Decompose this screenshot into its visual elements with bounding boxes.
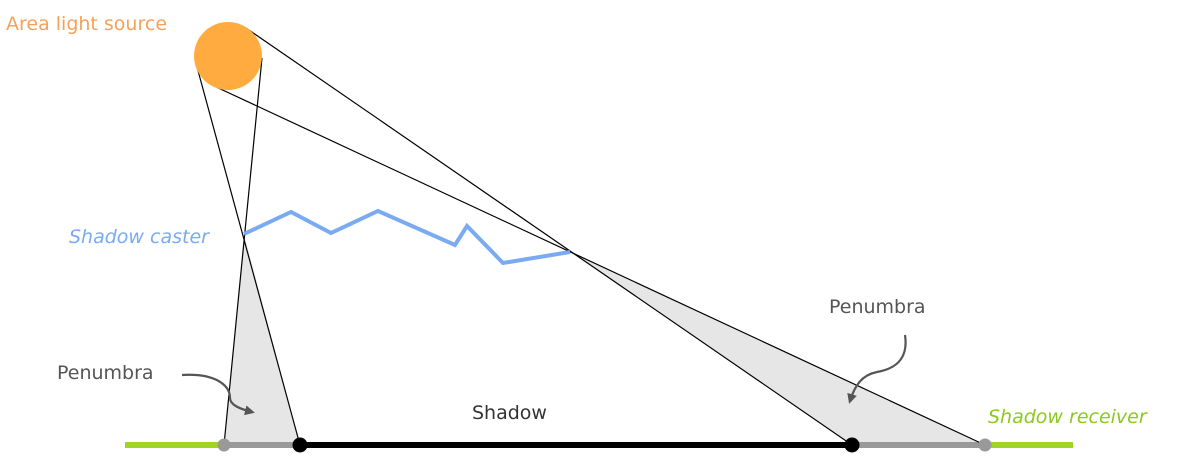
light-source-label: Area light source [6,13,167,35]
umbra-start-dot [292,437,308,453]
area-light-source [194,22,262,90]
shadow-caster [243,208,571,266]
penumbra-left-start-dot [217,438,231,452]
umbra-end-dot [844,437,860,453]
penumbra-left-arrow [181,373,255,416]
penumbra-left-label: Penumbra [57,362,154,384]
light-rays [196,27,986,446]
penumbra-left-region [224,234,300,445]
ray-3 [213,85,986,446]
penumbra-right-end-dot [978,438,992,452]
penumbra-right-arrow [847,334,907,404]
shadow-receiver-label: Shadow receiver [988,406,1148,428]
ray-1 [196,66,301,446]
penumbra-right-label: Penumbra [829,296,926,318]
ray-2 [223,57,263,446]
shadow-caster-label: Shadow caster [69,226,210,248]
shadow-label: Shadow [472,402,547,424]
ray-4 [245,27,853,446]
